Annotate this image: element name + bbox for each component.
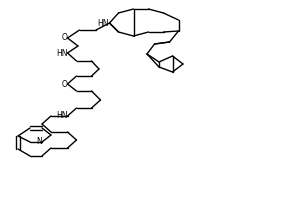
Text: N: N xyxy=(36,138,42,146)
Text: O: O xyxy=(62,80,68,88)
Text: HN: HN xyxy=(56,48,68,58)
Text: O: O xyxy=(62,33,68,43)
Text: HN: HN xyxy=(98,19,109,27)
Text: HN: HN xyxy=(56,112,68,120)
